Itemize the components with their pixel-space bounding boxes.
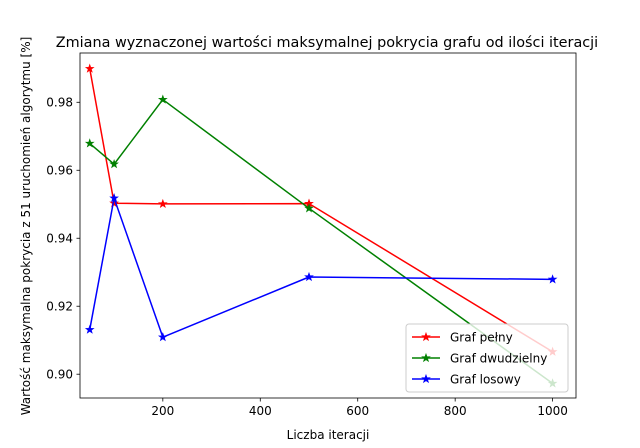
- x-tick-label: 800: [444, 404, 467, 418]
- legend-marker: [421, 352, 431, 363]
- x-tick-label: 400: [249, 404, 272, 418]
- legend: Graf pełny Graf dwudzielny Graf losowy: [405, 323, 569, 393]
- y-tick-label: 0.90: [46, 368, 73, 382]
- legend-entries: Graf pełny Graf dwudzielny Graf losowy: [412, 330, 547, 386]
- data-point: [84, 138, 95, 148]
- y-axis-label: Wartość maksymalna pokrycia z 51 uruchom…: [19, 37, 33, 416]
- legend-marker: [421, 331, 431, 342]
- x-tick-label: 600: [346, 404, 369, 418]
- y-axis: 0.90 0.92 0.94 0.96 0.98: [46, 96, 80, 382]
- y-tick-label: 0.98: [46, 96, 73, 110]
- legend-label: Graf dwudzielny: [450, 351, 547, 365]
- data-point: [109, 159, 119, 169]
- x-tick-label: 200: [151, 404, 174, 418]
- legend-item: Graf losowy: [412, 372, 521, 386]
- series-3: [84, 193, 558, 342]
- y-tick-label: 0.94: [46, 232, 73, 246]
- chart-title: Zmiana wyznaczonej wartości maksymalnej …: [56, 35, 598, 51]
- legend-label: Graf losowy: [450, 372, 521, 386]
- legend-label: Graf pełny: [450, 330, 513, 344]
- series-layer: [84, 63, 558, 388]
- x-axis-label: Liczba iteracji: [287, 428, 370, 442]
- data-point: [84, 324, 95, 334]
- series-2: [84, 94, 558, 388]
- data-point: [547, 274, 558, 284]
- data-point: [304, 271, 314, 282]
- x-tick-label: 1000: [537, 404, 568, 418]
- legend-item: Graf pełny: [412, 330, 513, 344]
- y-tick-label: 0.92: [46, 300, 73, 314]
- legend-item: Graf dwudzielny: [412, 351, 547, 365]
- x-axis: 200 400 600 800 1000: [151, 398, 568, 418]
- data-point: [157, 94, 168, 104]
- y-tick-label: 0.96: [46, 164, 73, 178]
- legend-box: [405, 323, 569, 393]
- data-point: [109, 193, 119, 203]
- data-point: [157, 198, 168, 209]
- data-point: [157, 332, 168, 342]
- data-point: [84, 63, 95, 73]
- data-point: [304, 203, 314, 213]
- legend-marker: [421, 373, 431, 384]
- data-point: [109, 198, 119, 208]
- plot-frame: [79, 52, 577, 399]
- plot-area: [79, 52, 577, 399]
